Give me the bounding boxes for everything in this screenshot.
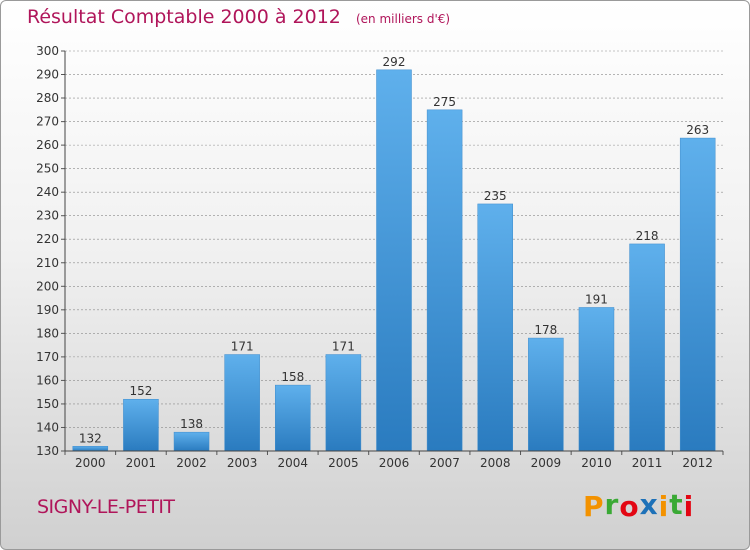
data-label: 263 xyxy=(686,123,709,137)
x-axis-ticks: 2000 2001 2002 2003 2004 2005 2006 2007 2008 2009… xyxy=(64,451,724,470)
bars xyxy=(72,69,716,452)
proxiti-logo: Proxiti xyxy=(583,488,695,523)
y-tick-label: 240 xyxy=(36,185,59,199)
data-label: 191 xyxy=(585,292,608,306)
data-label: 178 xyxy=(534,323,557,337)
logo-letter: x xyxy=(639,488,659,521)
bar-2006 xyxy=(376,69,412,452)
x-tick-label: 2008 xyxy=(480,456,511,470)
logo-letter: t xyxy=(669,488,684,521)
y-tick-label: 160 xyxy=(36,373,59,387)
x-tick-label: 2010 xyxy=(581,456,612,470)
x-tick-label: 2003 xyxy=(227,456,258,470)
x-tick-label: 2011 xyxy=(632,456,663,470)
y-tick-label: 290 xyxy=(36,68,59,82)
bar-2005 xyxy=(325,354,362,452)
x-tick-label: 2006 xyxy=(379,456,410,470)
y-tick-label: 260 xyxy=(36,138,59,152)
data-label: 292 xyxy=(383,55,406,69)
y-tick-label: 150 xyxy=(36,397,59,411)
chart-subtitle: (en milliers d'€) xyxy=(355,12,451,26)
x-tick-label: 2012 xyxy=(682,456,713,470)
x-tick-label: 2005 xyxy=(328,456,359,470)
y-tick-label: 200 xyxy=(36,279,59,293)
data-label: 152 xyxy=(129,384,152,398)
y-tick-label: 170 xyxy=(36,350,59,364)
data-labels: 132 152 138 171 158 171 292 275 235 178 191 218 263 xyxy=(79,55,709,445)
data-label: 138 xyxy=(180,417,203,431)
y-tick-label: 300 xyxy=(36,44,59,58)
bar-2008 xyxy=(477,203,513,452)
logo-letter: o xyxy=(619,490,640,523)
bar-2011 xyxy=(629,243,665,452)
bar-2012 xyxy=(679,137,716,452)
y-tick-label: 220 xyxy=(36,232,59,246)
bar-2001 xyxy=(123,398,159,452)
y-tick-label: 180 xyxy=(36,326,59,340)
chart-title: Résultat Comptable 2000 à 2012 xyxy=(27,6,341,28)
bar-2003 xyxy=(224,354,260,452)
data-label: 218 xyxy=(636,229,659,243)
y-tick-label: 140 xyxy=(36,420,59,434)
bar-2002 xyxy=(173,431,210,452)
y-tick-label: 210 xyxy=(36,256,59,270)
logo-letter: r xyxy=(604,488,620,521)
data-label: 132 xyxy=(79,431,102,445)
x-tick-label: 2004 xyxy=(277,456,308,470)
logo-letter: P xyxy=(583,490,605,523)
y-tick-label: 280 xyxy=(36,91,59,105)
x-tick-label: 2000 xyxy=(75,456,106,470)
data-label: 275 xyxy=(433,95,456,109)
bar-2004 xyxy=(275,384,311,452)
data-label: 235 xyxy=(484,189,507,203)
y-tick-label: 130 xyxy=(36,444,59,458)
bar-2009 xyxy=(528,337,564,452)
bar-2000 xyxy=(72,446,109,452)
data-label: 171 xyxy=(231,340,254,354)
data-label: 171 xyxy=(332,340,355,354)
commune-name: SIGNY-LE-PETIT xyxy=(37,496,175,518)
x-tick-label: 2009 xyxy=(531,456,562,470)
logo-letter: i xyxy=(683,490,695,523)
x-tick-label: 2002 xyxy=(176,456,207,470)
y-tick-label: 270 xyxy=(36,115,59,129)
x-tick-label: 2001 xyxy=(126,456,157,470)
y-axis-ticks: 130 140 150 160 170 180 190 200 210 220 230 240 250 2… xyxy=(36,44,65,458)
y-tick-label: 190 xyxy=(36,303,59,317)
y-tick-label: 250 xyxy=(36,162,59,176)
bar-2010 xyxy=(578,307,615,452)
y-tick-label: 230 xyxy=(36,209,59,223)
bar-2007 xyxy=(426,109,463,452)
title-row: Résultat Comptable 2000 à 2012 (en milli… xyxy=(27,6,450,28)
data-label: 158 xyxy=(281,370,304,384)
logo-letter: i xyxy=(658,490,670,523)
x-tick-label: 2007 xyxy=(429,456,460,470)
